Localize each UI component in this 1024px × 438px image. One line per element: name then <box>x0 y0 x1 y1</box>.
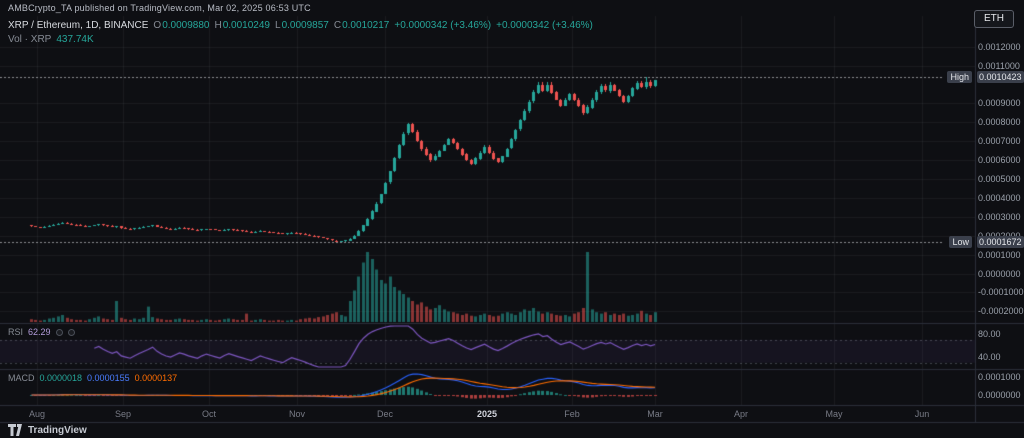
time-axis-label: Oct <box>201 409 217 419</box>
macd-signal-value: 0.0000137 <box>134 373 178 383</box>
rsi-option-dot <box>67 328 75 336</box>
time-axis-label: Feb <box>564 409 580 419</box>
ohlc-open: O0.0009880 <box>153 20 209 31</box>
volume-value: 437.74K <box>56 34 94 45</box>
rsi-option-dot <box>55 328 63 336</box>
price-axis-label: 0.0009000 <box>978 98 1021 109</box>
high-line-badge: High <box>947 70 972 83</box>
rsi-axis-label: 40.00 <box>978 352 1001 362</box>
macd-axis-label: 0.0001000 <box>978 372 1021 382</box>
ohlc-close-value: 0.0010217 <box>342 20 390 31</box>
price-axis-label: 0.0004000 <box>978 192 1021 203</box>
time-axis-label: Apr <box>733 409 749 419</box>
ohlc-low-label: L <box>275 20 281 31</box>
volume-label: Vol · XRP <box>8 34 52 45</box>
macd-histogram-value: 0.0000018 <box>39 373 83 383</box>
ohlc-close-label: C <box>333 20 342 31</box>
brand-name: TradingView <box>28 424 87 436</box>
price-change: +0.0000342 (+3.46%) <box>394 20 492 31</box>
time-axis-label: Dec <box>376 409 394 419</box>
price-axis-label: -0.0002000 <box>978 306 1024 317</box>
price-axis-label: -0.0001000 <box>978 287 1024 298</box>
ohlc-close: C0.0010217 <box>334 20 390 31</box>
time-axis-label: Nov <box>288 409 306 419</box>
currency-toggle-button[interactable]: ETH <box>974 10 1014 28</box>
ohlc-open-label: O <box>153 20 162 31</box>
price-axis-label: 0.0008000 <box>978 117 1021 128</box>
price-axis-label: 0.0002000 <box>978 231 1021 241</box>
publish-info: AMBCrypto_TA published on TradingView.co… <box>8 3 311 13</box>
symbol-title[interactable]: XRP / Ethereum, 1D, BINANCE <box>8 20 149 31</box>
macd-label: MACD <box>8 373 35 383</box>
rsi-value: 62.29 <box>28 327 51 337</box>
ohlc-low-value: 0.0009857 <box>281 20 329 31</box>
low-line-badge: Low <box>949 235 972 248</box>
rsi-axis-label: 80.00 <box>978 329 1001 339</box>
low-price-axis-label: 0.0001672 <box>977 235 1024 248</box>
price-axis-label: 0.0007000 <box>978 136 1021 147</box>
price-axis-label: 0.0012000 <box>978 41 1021 52</box>
macd-line-value: 0.0000155 <box>87 373 130 383</box>
time-axis-label: Sep <box>114 409 132 419</box>
time-axis-label: Jun <box>914 409 930 419</box>
ohlc-high-value: 0.0010249 <box>222 20 270 31</box>
price-axis-label: 0.0000000 <box>978 268 1021 279</box>
symbol-legend[interactable]: XRP / Ethereum, 1D, BINANCE O0.0009880 H… <box>8 20 593 31</box>
rsi-legend[interactable]: RSI 62.29 <box>8 327 75 337</box>
ohlc-high-label: H <box>214 20 222 31</box>
high-price-axis-label: 0.0010423 <box>977 70 1024 83</box>
price-axis-label: 0.0006000 <box>978 155 1021 166</box>
tradingview-logo-icon <box>8 424 22 436</box>
ohlc-low: L0.0009857 <box>275 20 329 31</box>
price-change-2: +0.0000342 (+3.46%) <box>496 20 593 31</box>
ohlc-open-value: 0.0009880 <box>162 20 210 31</box>
time-axis-label: Mar <box>647 409 663 419</box>
macd-axis-label: 0.0000000 <box>978 390 1021 400</box>
price-axis-label: 0.0005000 <box>978 174 1021 184</box>
footer-brand[interactable]: TradingView <box>8 424 87 436</box>
rsi-label: RSI <box>8 327 24 337</box>
macd-legend[interactable]: MACD 0.0000018 0.0000155 0.0000137 <box>8 373 177 383</box>
price-axis-label: 0.0001000 <box>978 249 1021 260</box>
price-axis-label: 0.0011000 <box>978 60 1020 71</box>
time-axis-label: 2025 <box>476 409 498 419</box>
volume-legend[interactable]: Vol · XRP 437.74K <box>8 34 94 45</box>
time-axis-label: May <box>825 409 843 419</box>
time-axis-label: Aug <box>28 409 46 419</box>
ohlc-high: H0.0010249 <box>214 20 270 31</box>
price-axis-label: 0.0003000 <box>978 211 1021 222</box>
